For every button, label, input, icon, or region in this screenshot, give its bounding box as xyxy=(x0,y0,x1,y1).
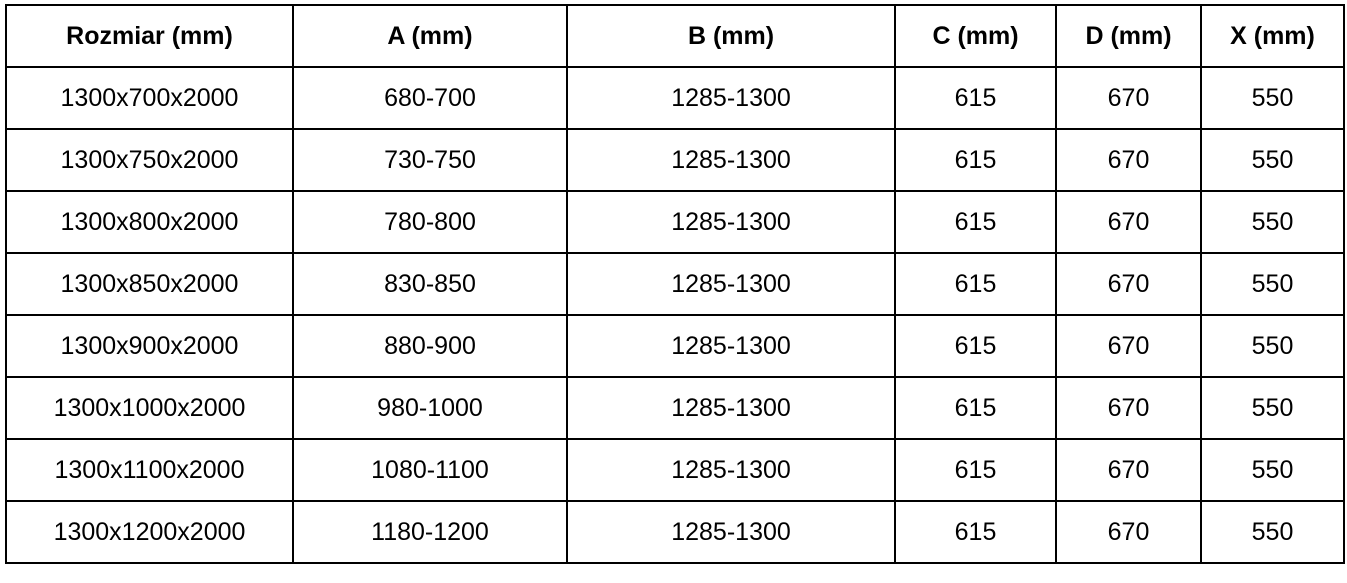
table-cell: 880-900 xyxy=(292,314,568,378)
header-cell: C (mm) xyxy=(894,4,1057,68)
table-body: 1300x700x2000 680-700 1285-1300 615 670 550 13… xyxy=(5,66,1345,564)
table-cell: 1285-1300 xyxy=(566,438,896,502)
table-cell: 670 xyxy=(1055,190,1202,254)
table-cell: 1300x700x2000 xyxy=(5,66,294,130)
table-cell: 1285-1300 xyxy=(566,500,896,564)
table-cell: 1300x1100x2000 xyxy=(5,438,294,502)
table-cell: 615 xyxy=(894,190,1057,254)
table-row: 1300x1200x2000 1180-1200 1285-1300 615 670 55… xyxy=(5,500,1345,564)
table-cell: 550 xyxy=(1200,500,1345,564)
table-cell: 1300x1200x2000 xyxy=(5,500,294,564)
table-cell: 550 xyxy=(1200,66,1345,130)
table-cell: 670 xyxy=(1055,128,1202,192)
header-cell: D (mm) xyxy=(1055,4,1202,68)
table-cell: 1300x850x2000 xyxy=(5,252,294,316)
table-cell: 615 xyxy=(894,128,1057,192)
table-row: 1300x900x2000 880-900 1285-1300 615 670 550 xyxy=(5,314,1345,378)
table-cell: 615 xyxy=(894,500,1057,564)
dimension-table: Rozmiar (mm) A (mm) B (mm) C (mm) D (mm) X (m… xyxy=(5,4,1345,564)
table-cell: 550 xyxy=(1200,438,1345,502)
table-cell: 550 xyxy=(1200,190,1345,254)
table-row: 1300x700x2000 680-700 1285-1300 615 670 550 xyxy=(5,66,1345,130)
table-cell: 1285-1300 xyxy=(566,376,896,440)
table-row: 1300x1100x2000 1080-1100 1285-1300 615 670 55… xyxy=(5,438,1345,502)
table-cell: 1285-1300 xyxy=(566,314,896,378)
table-cell: 1180-1200 xyxy=(292,500,568,564)
table-cell: 1300x800x2000 xyxy=(5,190,294,254)
table-cell: 830-850 xyxy=(292,252,568,316)
table-cell: 1300x900x2000 xyxy=(5,314,294,378)
header-cell: A (mm) xyxy=(292,4,568,68)
table-cell: 1285-1300 xyxy=(566,128,896,192)
table-row: 1300x750x2000 730-750 1285-1300 615 670 550 xyxy=(5,128,1345,192)
table-cell: 615 xyxy=(894,252,1057,316)
table-cell: 1300x750x2000 xyxy=(5,128,294,192)
table-cell: 980-1000 xyxy=(292,376,568,440)
header-cell: Rozmiar (mm) xyxy=(5,4,294,68)
table-cell: 670 xyxy=(1055,314,1202,378)
table-cell: 550 xyxy=(1200,252,1345,316)
header-cell: X (mm) xyxy=(1200,4,1345,68)
table-cell: 730-750 xyxy=(292,128,568,192)
table-cell: 1080-1100 xyxy=(292,438,568,502)
table-cell: 550 xyxy=(1200,314,1345,378)
table-cell: 615 xyxy=(894,314,1057,378)
table-cell: 670 xyxy=(1055,438,1202,502)
table-cell: 1285-1300 xyxy=(566,190,896,254)
table-cell: 615 xyxy=(894,438,1057,502)
table-cell: 670 xyxy=(1055,376,1202,440)
table-cell: 615 xyxy=(894,66,1057,130)
table-row: 1300x1000x2000 980-1000 1285-1300 615 670 550 xyxy=(5,376,1345,440)
table-cell: 550 xyxy=(1200,128,1345,192)
table-cell: 550 xyxy=(1200,376,1345,440)
table-cell: 1300x1000x2000 xyxy=(5,376,294,440)
table-cell: 670 xyxy=(1055,500,1202,564)
table-cell: 670 xyxy=(1055,66,1202,130)
table-row: 1300x800x2000 780-800 1285-1300 615 670 550 xyxy=(5,190,1345,254)
header-cell: B (mm) xyxy=(566,4,896,68)
header-row: Rozmiar (mm) A (mm) B (mm) C (mm) D (mm) X (m… xyxy=(5,4,1345,68)
table-cell: 615 xyxy=(894,376,1057,440)
table-cell: 780-800 xyxy=(292,190,568,254)
table-cell: 680-700 xyxy=(292,66,568,130)
table-cell: 1285-1300 xyxy=(566,66,896,130)
table-cell: 1285-1300 xyxy=(566,252,896,316)
table-row: 1300x850x2000 830-850 1285-1300 615 670 550 xyxy=(5,252,1345,316)
table-cell: 670 xyxy=(1055,252,1202,316)
